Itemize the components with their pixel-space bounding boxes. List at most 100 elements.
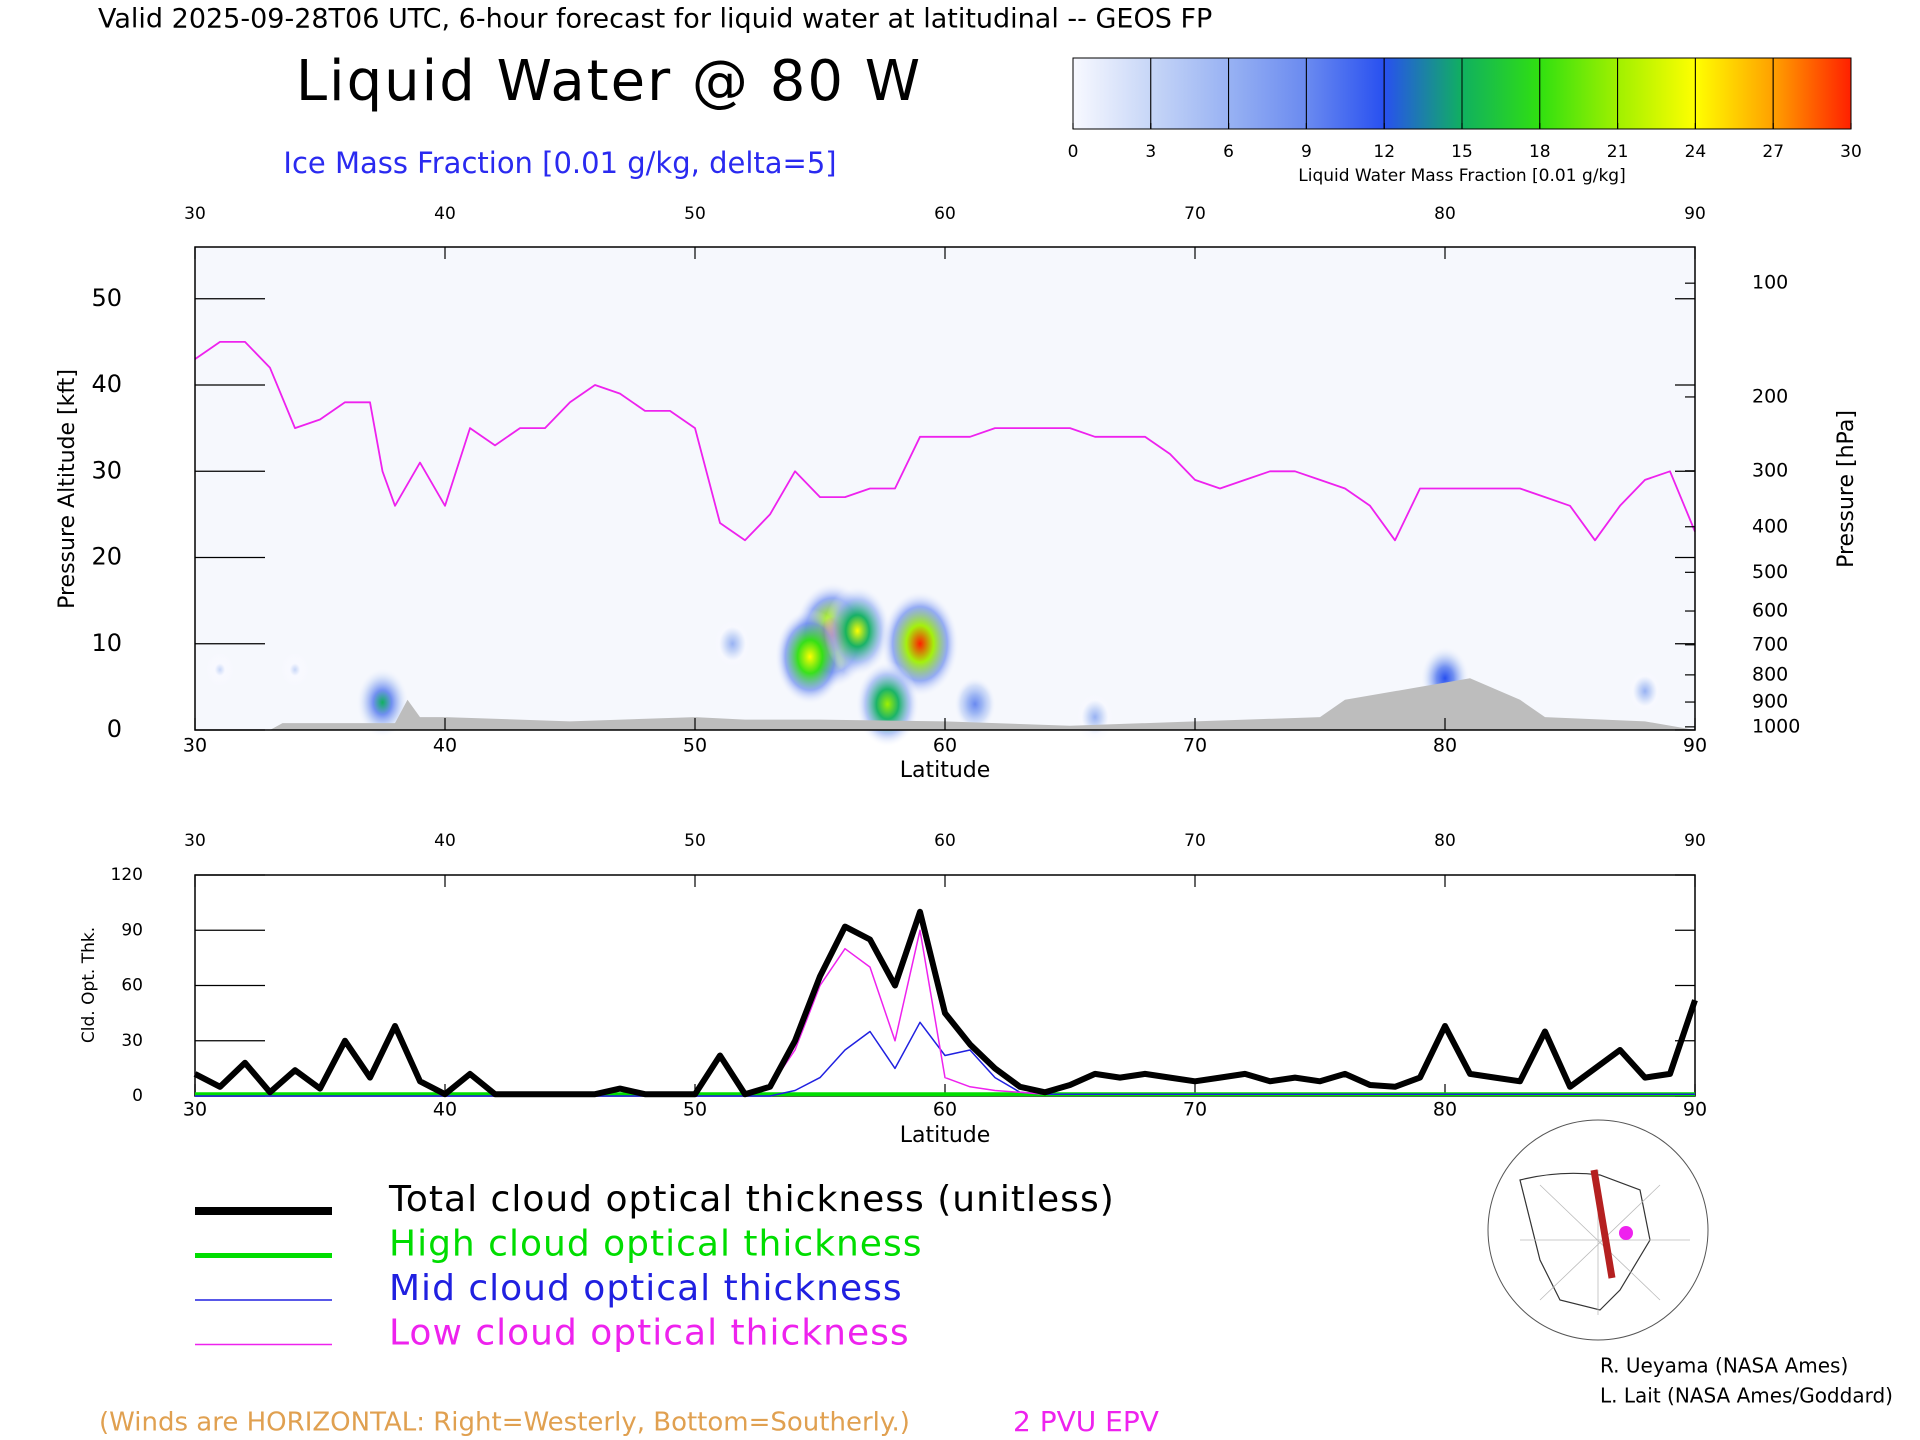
y-axis-label: Cld. Opt. Thk.	[79, 927, 99, 1043]
liquid-water	[356, 667, 409, 738]
y2-tick-label: 600	[1752, 600, 1788, 622]
x-tick-label: 30	[184, 204, 206, 224]
y-tick-label: 10	[91, 629, 122, 657]
colorbar-segment	[1072, 57, 1152, 130]
y-tick-label: 40	[91, 370, 122, 398]
colorbar-tick-label: 18	[1529, 142, 1551, 162]
y2-tick-label: 700	[1752, 633, 1788, 655]
y2-tick-label: 300	[1752, 459, 1788, 481]
colorbar-tick-label: 9	[1301, 142, 1312, 162]
x-tick-label: 90	[1683, 735, 1707, 757]
colorbar-segment	[1694, 57, 1774, 130]
footer-pv: 2 PVU EPV	[1013, 1405, 1159, 1438]
x-tick-label: 30	[183, 735, 207, 757]
colorbar-tick-label: 3	[1145, 142, 1156, 162]
map-inset	[1487, 1119, 1709, 1341]
colorbar-segment	[1539, 57, 1619, 130]
chart-title: Liquid Water @ 80 W	[296, 49, 922, 114]
x-tick-label: 90	[1683, 1099, 1707, 1121]
colorbar-tick-label: 15	[1451, 142, 1473, 162]
y-tick-label: 50	[91, 284, 122, 312]
y-axis-label: Pressure Altitude [kft]	[55, 369, 80, 609]
header: Valid 2025-09-28T06 UTC, 6-hour forecast…	[98, 4, 1212, 35]
colorbar-segment	[1617, 57, 1696, 130]
x-tick-label: 40	[434, 831, 456, 851]
y2-tick-label: 900	[1752, 691, 1788, 713]
colorbar-segment	[1305, 57, 1385, 130]
liquid-water	[823, 585, 892, 677]
terrain	[195, 678, 1695, 730]
x-tick-label: 60	[934, 204, 956, 224]
x-tick-label: 30	[183, 1099, 207, 1121]
x-tick-label: 80	[1434, 204, 1456, 224]
plot-frame	[194, 246, 1696, 731]
y-tick-label: 20	[91, 543, 122, 571]
y-tick-label: 30	[121, 1031, 143, 1051]
legend-label: High cloud optical thickness	[389, 1224, 922, 1265]
x-tick-label: 50	[683, 735, 707, 757]
y-tick-label: 0	[132, 1086, 143, 1106]
y-tick-label: 30	[91, 456, 122, 484]
y2-tick-label: 500	[1752, 561, 1788, 583]
y-tick-label: 120	[111, 865, 143, 885]
y2-tick-label: 800	[1752, 663, 1788, 685]
liquid-water	[713, 619, 752, 669]
colorbar-tick-label: 21	[1607, 142, 1629, 162]
y2-axis-label: Pressure [hPa]	[1834, 410, 1859, 568]
liquid-water	[1075, 692, 1115, 742]
x-tick-label: 90	[1684, 831, 1706, 851]
colorbar-segment	[1228, 57, 1307, 130]
legend-label: Mid cloud optical thickness	[389, 1268, 903, 1309]
footer-note: (Winds are HORIZONTAL: Right=Westerly, B…	[99, 1408, 910, 1438]
liquid-water	[954, 677, 996, 732]
legend-label: Low cloud optical thickness	[389, 1313, 910, 1354]
colorbar-tick-label: 24	[1685, 142, 1707, 162]
x-tick-label: 40	[433, 735, 457, 757]
colorbar-label: Liquid Water Mass Fraction [0.01 g/kg]	[1298, 166, 1625, 186]
x-axis-label: Latitude	[900, 1123, 991, 1148]
x-tick-label: 60	[933, 1099, 957, 1121]
x-tick-label: 70	[1184, 831, 1206, 851]
colorbar-segment	[1461, 57, 1541, 130]
colorbar-tick-label: 27	[1762, 142, 1784, 162]
credit: L. Lait (NASA Ames/Goddard)	[1600, 1384, 1893, 1408]
legend-label: Total cloud optical thickness (unitless)	[388, 1179, 1115, 1220]
y-tick-label: 60	[121, 976, 143, 996]
plot-frame	[194, 874, 1696, 1097]
x-tick-label: 60	[933, 735, 957, 757]
y2-tick-label: 400	[1752, 515, 1788, 537]
colorbar-segment	[1150, 57, 1230, 130]
x-tick-label: 50	[683, 1099, 707, 1121]
x-tick-label: 30	[184, 831, 206, 851]
liquid-water	[205, 651, 235, 688]
x-tick-label: 40	[434, 204, 456, 224]
y2-tick-label: 1000	[1752, 715, 1800, 737]
y-tick-label: 90	[121, 920, 143, 940]
colorbar-tick-label: 12	[1373, 142, 1395, 162]
x-tick-label: 50	[684, 204, 706, 224]
series-line	[193, 908, 1698, 1098]
liquid-water	[280, 651, 310, 688]
x-tick-label: 50	[684, 831, 706, 851]
y2-tick-label: 200	[1752, 385, 1788, 407]
x-axis-label: Latitude	[900, 758, 991, 783]
colorbar-tick-label: 6	[1223, 142, 1234, 162]
x-tick-label: 80	[1433, 735, 1457, 757]
x-tick-label: 60	[934, 831, 956, 851]
x-tick-label: 70	[1183, 735, 1207, 757]
y2-tick-label: 100	[1752, 272, 1788, 294]
colorbar-segment	[1772, 57, 1852, 130]
pv-line	[194, 341, 1696, 542]
colorbar-tick-label: 0	[1068, 142, 1079, 162]
y-tick-label: 0	[107, 715, 122, 743]
x-tick-label: 80	[1433, 1099, 1457, 1121]
liquid-water	[855, 661, 920, 747]
x-tick-label: 80	[1434, 831, 1456, 851]
x-tick-label: 90	[1684, 204, 1706, 224]
colorbar-segment	[1383, 57, 1463, 130]
x-tick-label: 40	[433, 1099, 457, 1121]
liquid-water	[1627, 669, 1663, 713]
x-tick-label: 70	[1183, 1099, 1207, 1121]
colorbar-tick-label: 30	[1840, 142, 1862, 162]
